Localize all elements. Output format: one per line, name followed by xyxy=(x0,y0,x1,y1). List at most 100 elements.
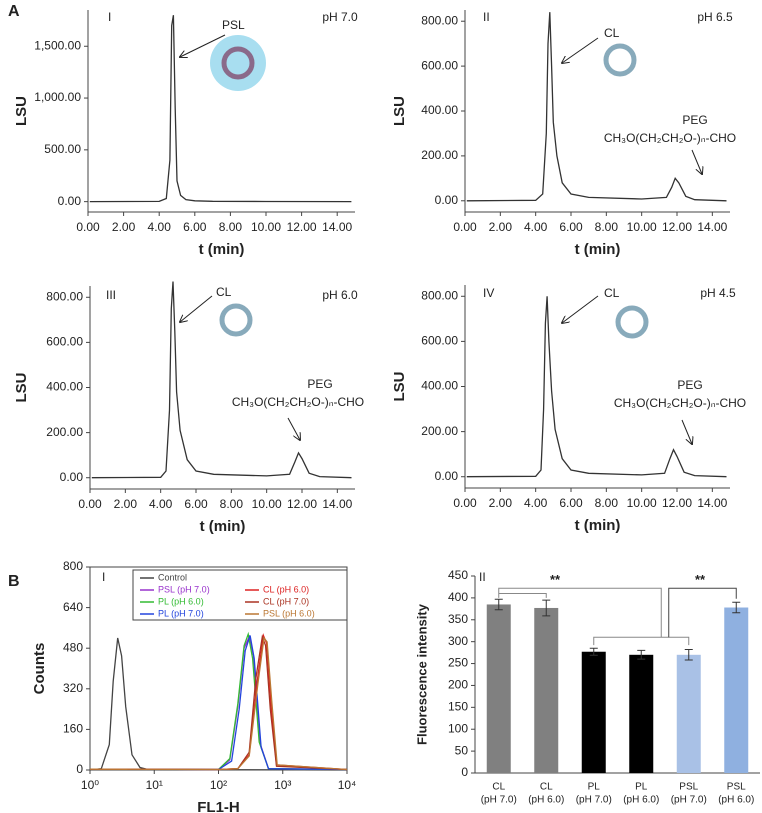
x-tick-label: 10⁴ xyxy=(338,778,357,792)
x-tick-label: 2.00 xyxy=(114,497,138,511)
legend-label: PSL (pH 6.0) xyxy=(263,608,315,618)
condition: pH 6.5 xyxy=(697,10,733,24)
line xyxy=(466,296,727,478)
y-tick-label: 400 xyxy=(448,590,468,604)
y-tick-label: 600.00 xyxy=(421,58,458,72)
arrow xyxy=(681,419,692,444)
condition: pH 4.5 xyxy=(700,286,736,300)
error-bar xyxy=(684,649,693,661)
x-tick-label: (pH 7.0) xyxy=(481,795,517,806)
peak-label: CL xyxy=(216,285,232,299)
liposome-icons xyxy=(210,35,649,339)
formula: CH₃O(CH₂CH₂O-)ₙ-CHO xyxy=(614,396,746,410)
error-bar xyxy=(494,598,503,611)
x-tick-label: 2.00 xyxy=(489,220,513,234)
x-tick-label: 6.00 xyxy=(559,496,583,510)
y-axis-label: LSU xyxy=(13,373,30,403)
legend-label: Control xyxy=(158,572,187,582)
axes xyxy=(87,10,355,213)
x-tick-label: 10⁰ xyxy=(81,778,99,792)
y-tick-label: 600.00 xyxy=(46,335,83,349)
x-tick-label: (pH 6.0) xyxy=(718,795,754,806)
line xyxy=(89,634,348,771)
significance: ** xyxy=(550,572,561,587)
line xyxy=(466,12,727,202)
y-tick-label: 1,500.00 xyxy=(34,38,81,52)
formula: CH₃O(CH₂CH₂O-)ₙ-CHO xyxy=(232,395,364,409)
condition: pH 6.0 xyxy=(322,288,358,302)
x-tick-label: 2.00 xyxy=(489,496,513,510)
x-tick-label: 0.00 xyxy=(453,220,477,234)
x-tick-label: 4.00 xyxy=(524,220,548,234)
x-tick-label: 6.00 xyxy=(559,220,583,234)
panel: II xyxy=(479,570,486,584)
x-tick-label: 8.00 xyxy=(595,220,619,234)
y-axis-label: LSU xyxy=(391,96,408,126)
x-axis-label: t (min) xyxy=(200,518,246,535)
significance: ** xyxy=(695,572,706,587)
y-tick-label: 400.00 xyxy=(421,103,458,117)
x-axis-label: t (min) xyxy=(575,241,621,258)
x-tick-label: 2.00 xyxy=(112,220,136,234)
peg-label: PEG xyxy=(307,377,332,391)
x-tick-label: (pH 7.0) xyxy=(576,795,612,806)
x-tick-label: 6.00 xyxy=(184,497,208,511)
bar xyxy=(629,654,654,773)
y-tick-label: 200.00 xyxy=(421,148,458,162)
y-tick-label: 400.00 xyxy=(46,380,83,394)
peak-label: CL xyxy=(604,26,620,40)
x-tick-label: 12.00 xyxy=(662,496,692,510)
legend-label: PSL (pH 7.0) xyxy=(158,584,210,594)
x-tick-label: 8.00 xyxy=(595,496,619,510)
x-tick-label: 12.00 xyxy=(287,497,317,511)
x-tick-label: 14.00 xyxy=(697,220,727,234)
line xyxy=(89,635,348,771)
x-axis-label: FL1-H xyxy=(197,799,240,813)
axes xyxy=(474,576,760,774)
x-tick-label: 10.00 xyxy=(251,220,281,234)
x-tick-label: 14.00 xyxy=(322,220,352,234)
y-tick-label: 500.00 xyxy=(44,142,81,156)
x-tick-label: (pH 6.0) xyxy=(623,795,659,806)
y-axis-label: LSU xyxy=(391,372,408,402)
y-tick-label: 480 xyxy=(63,640,83,654)
y-tick-label: 350 xyxy=(448,612,468,626)
x-tick-label: 0.00 xyxy=(453,496,477,510)
peak-label: CL xyxy=(604,286,620,300)
y-tick-label: 600.00 xyxy=(421,334,458,348)
peak-label: PSL xyxy=(222,18,245,32)
y-tick-label: 250 xyxy=(448,656,468,670)
panel-label: B xyxy=(8,573,20,590)
bar xyxy=(676,654,701,773)
legend-label: PL (pH 7.0) xyxy=(158,608,204,618)
legend-label: CL (pH 7.0) xyxy=(263,596,309,606)
error-bar xyxy=(732,601,741,614)
x-tick-label: (pH 7.0) xyxy=(671,795,707,806)
x-axis-label: t (min) xyxy=(575,517,621,534)
x-tick-label: PSL xyxy=(727,782,746,793)
x-tick-label: 8.00 xyxy=(220,497,244,511)
panel: IV xyxy=(483,286,494,300)
x-tick-label: 0.00 xyxy=(76,220,100,234)
peg-label: PEG xyxy=(682,113,707,127)
formula: CH₃O(CH₂CH₂O-)ₙ-CHO xyxy=(604,131,736,145)
y-tick-label: 100 xyxy=(448,721,468,735)
arrow xyxy=(287,417,300,440)
error-bar xyxy=(542,599,551,617)
y-tick-label: 0.00 xyxy=(435,469,459,483)
legend-label: CL (pH 6.0) xyxy=(263,584,309,594)
y-tick-label: 400.00 xyxy=(421,379,458,393)
y-tick-label: 800.00 xyxy=(46,289,83,303)
x-tick-label: 10³ xyxy=(274,778,291,792)
y-tick-label: 320 xyxy=(63,681,83,695)
x-tick-label: PL xyxy=(635,782,648,793)
x-tick-label: 10¹ xyxy=(146,778,163,792)
y-tick-label: 200 xyxy=(448,678,468,692)
x-tick-label: 6.00 xyxy=(183,220,207,234)
panel: I xyxy=(108,10,111,24)
x-tick-label: 8.00 xyxy=(219,220,243,234)
y-tick-label: 0 xyxy=(461,765,468,779)
legend-box xyxy=(132,569,348,621)
x-tick-label: 14.00 xyxy=(697,496,727,510)
